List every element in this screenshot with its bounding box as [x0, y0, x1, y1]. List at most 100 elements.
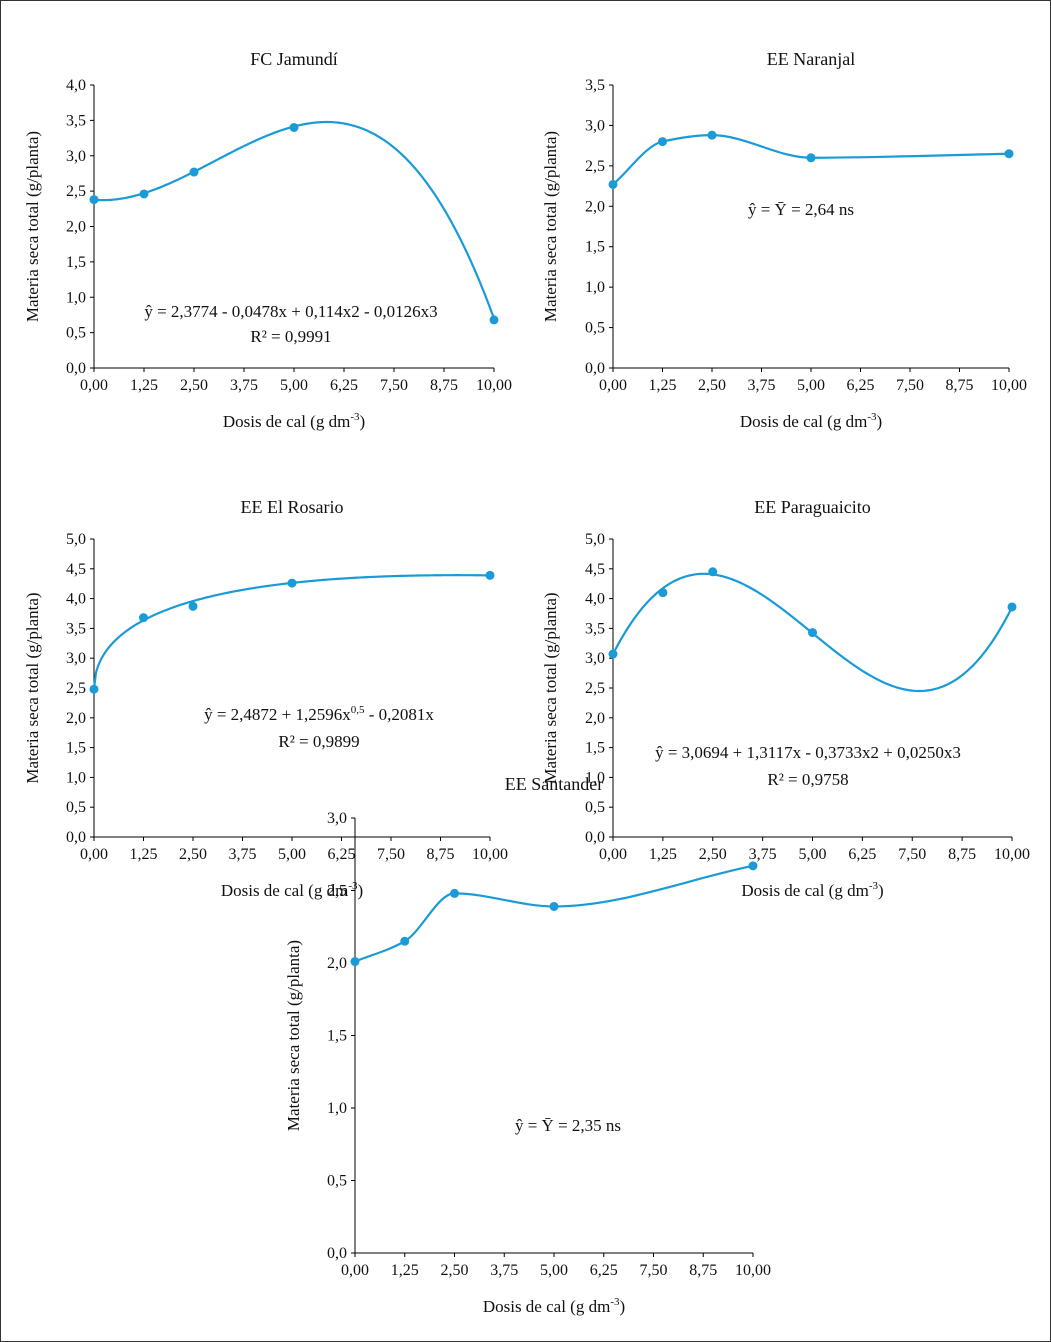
chart-title: EE Naranjal [767, 49, 855, 69]
regression-equation: ŷ = 3,0694 + 1,3117x - 0,3733x2 + 0,0250… [655, 743, 961, 762]
data-point [289, 122, 299, 132]
x-tick-label: 2,50 [179, 846, 207, 863]
data-point [350, 957, 360, 967]
y-tick-label: 4,5 [585, 561, 605, 578]
data-point [549, 901, 559, 911]
chart-title: EE Paraguaicito [754, 497, 870, 517]
x-tick-label: 10,00 [472, 846, 508, 863]
x-tick-label: 5,00 [540, 1262, 568, 1279]
x-tick-label: 1,25 [130, 846, 158, 863]
y-tick-label: 3,0 [66, 650, 86, 667]
y-tick-label: 2,0 [585, 198, 605, 215]
y-tick-label: 0,0 [585, 829, 605, 846]
data-point [89, 195, 99, 205]
y-tick-label: 5,0 [66, 531, 86, 548]
y-tick-label: 4,0 [66, 591, 86, 608]
y-tick-label: 3,0 [585, 117, 605, 134]
y-axis-label: Materia seca total (g/planta) [541, 592, 560, 783]
x-tick-label: 6,25 [328, 846, 356, 863]
r-squared-label: R² = 0,9758 [767, 770, 848, 789]
x-tick-label: 7,50 [640, 1262, 668, 1279]
x-tick-label: 7,50 [896, 377, 924, 394]
chart-title: EE Santander [505, 774, 603, 794]
x-axis-label: Dosis de cal (g dm-3) [740, 411, 882, 431]
x-tick-label: 8,75 [948, 846, 976, 863]
data-point [806, 153, 816, 163]
regression-equation: ŷ = 2,4872 + 1,2596x0,5 - 0,2081x [204, 704, 434, 724]
y-axis-label: Materia seca total (g/planta) [23, 131, 42, 322]
y-tick-label: 0,0 [66, 829, 86, 846]
data-point [658, 588, 668, 598]
y-tick-label: 1,5 [585, 740, 605, 757]
x-tick-label: 8,75 [427, 846, 455, 863]
x-tick-label: 8,75 [430, 377, 458, 394]
y-tick-label: 4,0 [66, 77, 86, 94]
y-tick-label: 2,0 [327, 955, 347, 972]
x-tick-label: 3,75 [490, 1262, 518, 1279]
data-point [1007, 602, 1017, 612]
y-tick-label: 1,5 [585, 239, 605, 256]
data-point [748, 861, 758, 871]
chart-panel: FC Jamundí 0,0 0,5 1,0 1,5 2,0 2,5 3,0 3,5 4,0 0,0… [23, 49, 512, 431]
regression-equation: ŷ = Ȳ = 2,64 ns [748, 200, 854, 219]
x-tick-label: 2,50 [180, 377, 208, 394]
data-point [707, 130, 717, 140]
y-tick-label: 1,0 [585, 769, 605, 786]
y-tick-label: 0,0 [66, 360, 86, 377]
x-tick-label: 0,00 [80, 377, 108, 394]
data-point [139, 613, 148, 623]
x-tick-label: 10,00 [994, 846, 1030, 863]
y-tick-label: 2,0 [66, 710, 86, 727]
x-tick-label: 2,50 [441, 1262, 469, 1279]
series-line [612, 134, 1010, 186]
y-tick-label: 2,5 [585, 680, 605, 697]
series-line [93, 120, 496, 319]
x-tick-label: 8,75 [946, 377, 974, 394]
regression-equation: ŷ = Ȳ = 2,35 ns [515, 1116, 621, 1135]
x-tick-label: 10,00 [991, 377, 1027, 394]
x-tick-label: 8,75 [689, 1262, 717, 1279]
data-point [287, 578, 297, 588]
x-tick-label: 1,25 [130, 377, 158, 394]
y-tick-label: 5,0 [585, 531, 605, 548]
x-tick-label: 5,00 [797, 377, 825, 394]
y-tick-label: 3,0 [327, 810, 347, 827]
y-tick-label: 3,5 [585, 77, 605, 94]
y-axis-label: Materia seca total (g/planta) [23, 592, 42, 783]
y-tick-label: 1,0 [66, 289, 86, 306]
series-line [354, 864, 754, 963]
y-tick-label: 0,5 [66, 325, 86, 342]
y-tick-label: 4,0 [585, 591, 605, 608]
y-axis-label: Materia seca total (g/planta) [541, 131, 560, 322]
x-tick-label: 7,50 [380, 377, 408, 394]
data-point [89, 684, 99, 694]
chart-title: EE El Rosario [241, 497, 344, 517]
data-point [400, 936, 410, 946]
x-tick-label: 6,25 [848, 846, 876, 863]
x-axis-label: Dosis de cal (g dm-3) [221, 880, 363, 900]
y-tick-label: 0,5 [585, 799, 605, 816]
y-tick-label: 4,5 [66, 561, 86, 578]
y-tick-label: 0,0 [327, 1245, 347, 1262]
x-tick-label: 7,50 [898, 846, 926, 863]
data-point [189, 167, 199, 177]
data-point [608, 649, 618, 659]
regression-equation: ŷ = 2,3774 - 0,0478x + 0,114x2 - 0,0126x… [144, 302, 437, 321]
x-tick-label: 3,75 [229, 846, 257, 863]
x-tick-label: 0,00 [80, 846, 108, 863]
y-axis-label: Materia seca total (g/planta) [284, 940, 303, 1131]
data-point [608, 179, 618, 189]
x-tick-label: 2,50 [699, 846, 727, 863]
chart-panel: EE El Rosario 0,0 0,5 1,0 1,5 2,0 2,5 3,0 3,5 4,0… [23, 497, 508, 900]
y-tick-label: 2,0 [66, 219, 86, 236]
y-tick-label: 2,5 [66, 680, 86, 697]
x-tick-label: 3,75 [230, 377, 258, 394]
x-tick-label: 2,50 [698, 377, 726, 394]
x-tick-label: 6,25 [847, 377, 875, 394]
x-tick-label: 3,75 [748, 377, 776, 394]
y-tick-label: 2,5 [66, 183, 86, 200]
x-tick-label: 3,75 [749, 846, 777, 863]
y-tick-label: 0,5 [327, 1173, 347, 1190]
x-tick-label: 1,25 [649, 846, 677, 863]
